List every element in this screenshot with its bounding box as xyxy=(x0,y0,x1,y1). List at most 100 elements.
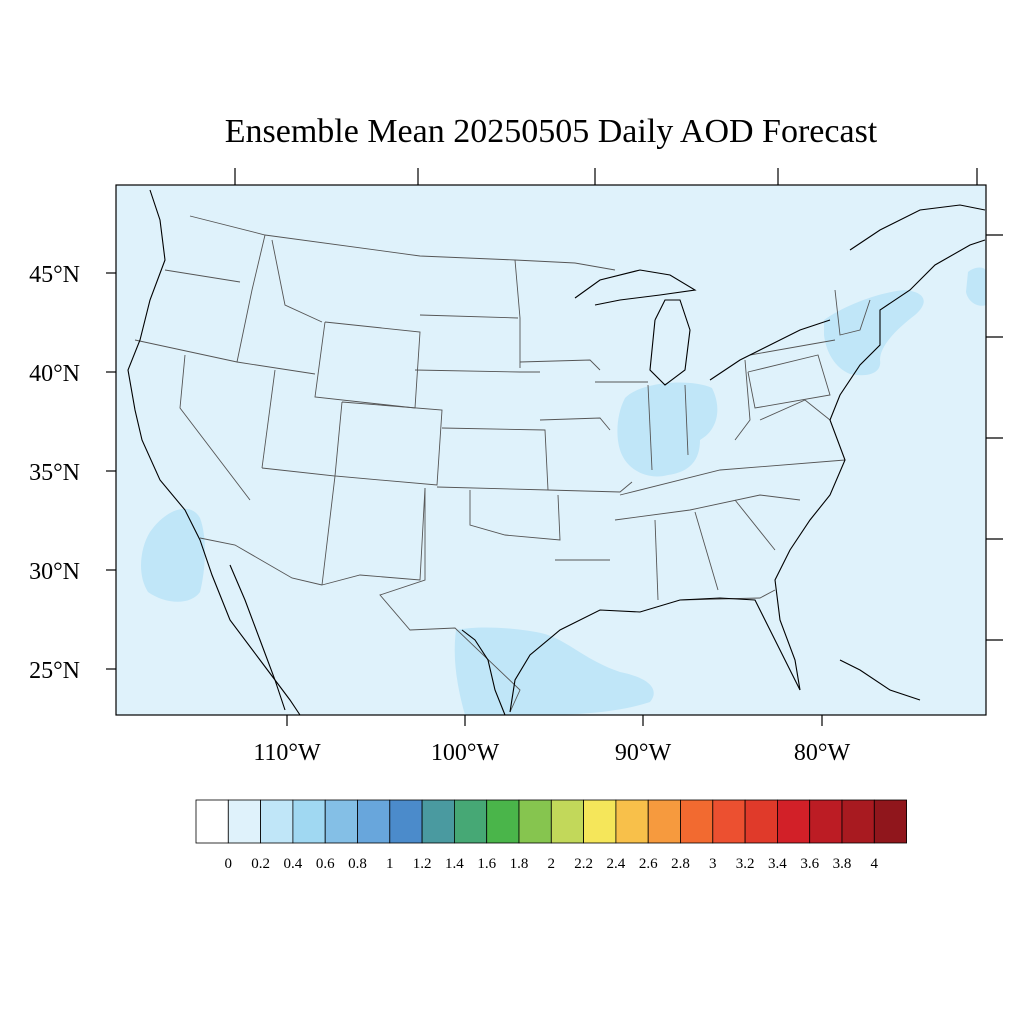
lon-label-110: 110°W xyxy=(253,740,321,766)
colorbar-box-8 xyxy=(453,799,488,844)
colorbar-label-6: 1.2 xyxy=(413,856,432,872)
colorbar-label-19: 3.8 xyxy=(833,856,852,872)
minnesota-iowa-border xyxy=(519,359,601,371)
arizona-south-border xyxy=(199,537,323,586)
axis-ticks xyxy=(106,168,1003,726)
colorbar-box-1 xyxy=(227,799,262,844)
utah-nevada-border xyxy=(261,369,276,469)
tennessee-north-border xyxy=(619,459,846,496)
arizona-new-mexico-line xyxy=(261,467,336,586)
colorbar-label-20: 4 xyxy=(871,856,879,872)
map-title: Ensemble Mean 20250505 Daily AOD Forecas… xyxy=(225,113,878,150)
colorbar-label-18: 3.6 xyxy=(800,856,819,872)
colorbar-label-2: 0.4 xyxy=(284,856,303,872)
colorbar-box-15 xyxy=(680,799,714,844)
colorbar-box-7 xyxy=(421,799,455,844)
colorbar-label-8: 1.6 xyxy=(477,856,496,872)
nebraska-north-border xyxy=(414,369,540,373)
pacific-coastline xyxy=(127,189,301,716)
washington-oregon-border xyxy=(164,269,241,283)
georgia-florida-border xyxy=(679,589,776,601)
oklahoma-texas-border xyxy=(469,490,561,541)
colorbar-label-11: 2.2 xyxy=(574,856,593,872)
colorbar-box-14 xyxy=(647,799,681,844)
dakotas-divider xyxy=(419,314,519,319)
coastlines xyxy=(127,189,986,716)
elevated-region-gulf-of-california xyxy=(141,508,205,602)
colorbar-box-3 xyxy=(292,799,326,844)
colorbar-box-11 xyxy=(550,799,584,844)
lat-label-30: 30°N xyxy=(29,559,80,585)
elevated-region-atlantic-off-maine xyxy=(966,267,986,306)
colorbar-labels: 0 0.2 0.4 0.6 0.8 1 1.2 1.4 1.6 1.8 2 2.2 2.4 2.6 2.8 3… xyxy=(225,856,879,872)
elevated-region-new-england-new-york xyxy=(824,290,924,376)
colorbar-box-12 xyxy=(583,799,617,844)
iowa-missouri-border xyxy=(539,417,611,431)
colorbar-label-13: 2.6 xyxy=(639,856,658,872)
texas-outline xyxy=(379,488,521,713)
new-york-south-border xyxy=(749,339,836,356)
montana-idaho-border xyxy=(271,239,323,323)
colorbar-label-15: 3 xyxy=(709,856,717,872)
lat-label-45: 45°N xyxy=(29,262,80,288)
colorbar xyxy=(195,799,907,844)
dakotas-east-border xyxy=(514,259,521,368)
gulf-coastline xyxy=(509,597,801,713)
lon-label-100: 100°W xyxy=(431,740,500,766)
colorado-box xyxy=(334,401,443,486)
idaho-west-border xyxy=(236,234,266,363)
colorbar-label-12: 2.4 xyxy=(607,856,626,872)
indiana-ohio-border xyxy=(684,384,689,456)
new-england-lines xyxy=(834,289,871,336)
great-lakes-michigan xyxy=(649,299,691,386)
colorbar-box-18 xyxy=(777,799,811,844)
canada-eastern-coast xyxy=(849,204,986,251)
colorbar-label-4: 0.8 xyxy=(348,856,367,872)
map-panel xyxy=(115,184,987,716)
georgia-south-carolina-border xyxy=(734,499,776,551)
virginia-north-border xyxy=(759,399,831,421)
aod-elevated-regions xyxy=(141,267,986,715)
colorbar-box-19 xyxy=(809,799,843,844)
mexico-gulf-coast xyxy=(461,629,506,716)
latitude-labels: 45°N 40°N 35°N 30°N 25°N xyxy=(29,262,80,684)
colorbar-box-0 xyxy=(195,799,229,844)
elevated-region-indiana-illinois-ohio xyxy=(617,382,718,477)
state-boundaries xyxy=(134,215,871,713)
colorbar-box-9 xyxy=(486,799,520,844)
colorbar-box-2 xyxy=(260,799,294,844)
mississippi-alabama-border xyxy=(654,519,659,601)
pennsylvania-box xyxy=(747,354,831,409)
colorbar-label-3: 0.6 xyxy=(316,856,335,872)
colorbar-label-1: 0.2 xyxy=(251,856,270,872)
colorbar-box-5 xyxy=(357,799,391,844)
colorbar-box-17 xyxy=(744,799,778,844)
lat-label-25: 25°N xyxy=(29,658,80,684)
atlantic-coastline xyxy=(774,239,986,691)
map-frame xyxy=(115,184,987,716)
colorbar-box-6 xyxy=(389,799,423,844)
oregon-california-border xyxy=(134,339,316,375)
tennessee-south-border xyxy=(614,494,801,521)
new-mexico-south-border xyxy=(321,487,426,586)
map-background xyxy=(116,185,986,715)
great-lakes-superior xyxy=(574,269,697,306)
colorbar-label-10: 2 xyxy=(548,856,556,872)
ohio-east-border xyxy=(734,359,751,441)
colorbar-box-16 xyxy=(712,799,746,844)
colorbar-box-13 xyxy=(615,799,649,844)
colorbar-label-14: 2.8 xyxy=(671,856,690,872)
longitude-labels: 110°W 100°W 90°W 80°W xyxy=(253,740,850,766)
kansas-box xyxy=(436,427,549,491)
canada-border-line xyxy=(189,215,616,271)
colorbar-label-16: 3.2 xyxy=(736,856,755,872)
colorbar-box-21 xyxy=(873,799,907,844)
illinois-indiana-border xyxy=(647,384,653,471)
nevada-california-border xyxy=(179,354,251,501)
colorbar-box-20 xyxy=(841,799,875,844)
great-lakes-erie-ontario xyxy=(709,319,831,381)
missouri-arkansas-border xyxy=(547,481,633,493)
colorbar-box-10 xyxy=(518,799,552,844)
lat-label-40: 40°N xyxy=(29,361,80,387)
